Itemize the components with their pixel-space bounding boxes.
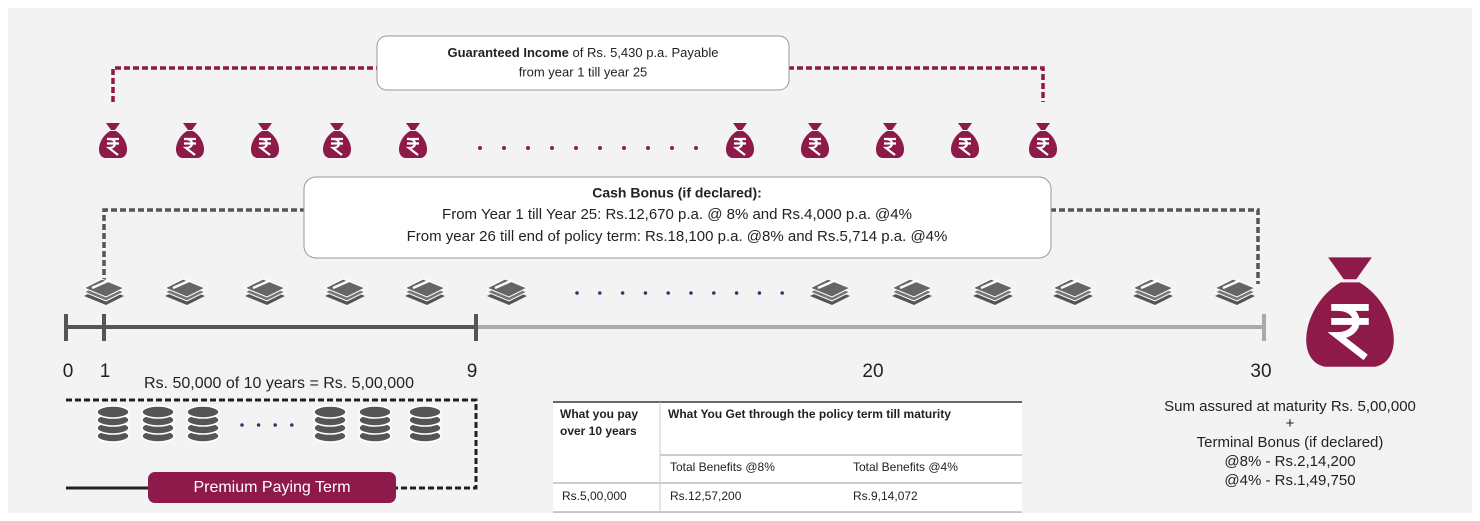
premium-label: Premium Paying Term [193, 479, 350, 496]
table-header: What you pay over 10 years [560, 407, 639, 438]
table-cell: Rs.9,14,072 [853, 489, 918, 503]
tick-label: 9 [467, 361, 478, 382]
maturity-line: Terminal Bonus (if declared) [1197, 434, 1384, 451]
table-cell: Rs.12,57,200 [670, 489, 742, 503]
table-subheader: Total Benefits @4% [853, 460, 958, 474]
maturity-line: @8% - Rs.2,14,200 [1224, 453, 1355, 470]
income-line1: Guaranteed Income of Rs. 5,430 p.a. Paya… [448, 45, 719, 60]
bonus-box [303, 176, 1052, 259]
tick-label: 20 [862, 361, 883, 382]
bonus-line1: From Year 1 till Year 25: Rs.12,670 p.a.… [442, 206, 912, 223]
table-header-cell: What you pay over 10 years [560, 407, 639, 438]
table-cell: Rs.5,00,000 [562, 489, 627, 503]
premium-bracket [66, 398, 478, 490]
premium-text: Rs. 50,000 of 10 years = Rs. 5,00,000 [144, 375, 414, 392]
premium-label-bg [148, 472, 396, 503]
table-header: What You Get through the policy term til… [668, 407, 951, 421]
bonus-line2: From year 26 till end of policy term: Rs… [407, 228, 948, 245]
tick-label: 0 [63, 361, 74, 382]
bonus-bracket [102, 208, 1260, 284]
income-bold: Guaranteed Income [448, 45, 569, 60]
maturity-line: + [1286, 415, 1295, 432]
income-box [376, 35, 790, 91]
benefit-table [553, 401, 1022, 513]
income-bracket [111, 66, 1045, 102]
income-line2: from year 1 till year 25 [519, 64, 648, 79]
income-rest: of Rs. 5,430 p.a. Payable [573, 45, 719, 60]
maturity-line: Sum assured at maturity Rs. 5,00,000 [1164, 398, 1416, 415]
maturity-line: @4% - Rs.1,49,750 [1224, 472, 1355, 489]
tick-label: 1 [100, 361, 111, 382]
bonus-title: Cash Bonus (if declared): [592, 185, 762, 201]
table-subheader: Total Benefits @8% [670, 460, 775, 474]
timeline-ticks [64, 314, 1266, 341]
tick-label: 30 [1250, 361, 1271, 382]
table-header-cell: What You Get through the policy term til… [668, 407, 951, 421]
